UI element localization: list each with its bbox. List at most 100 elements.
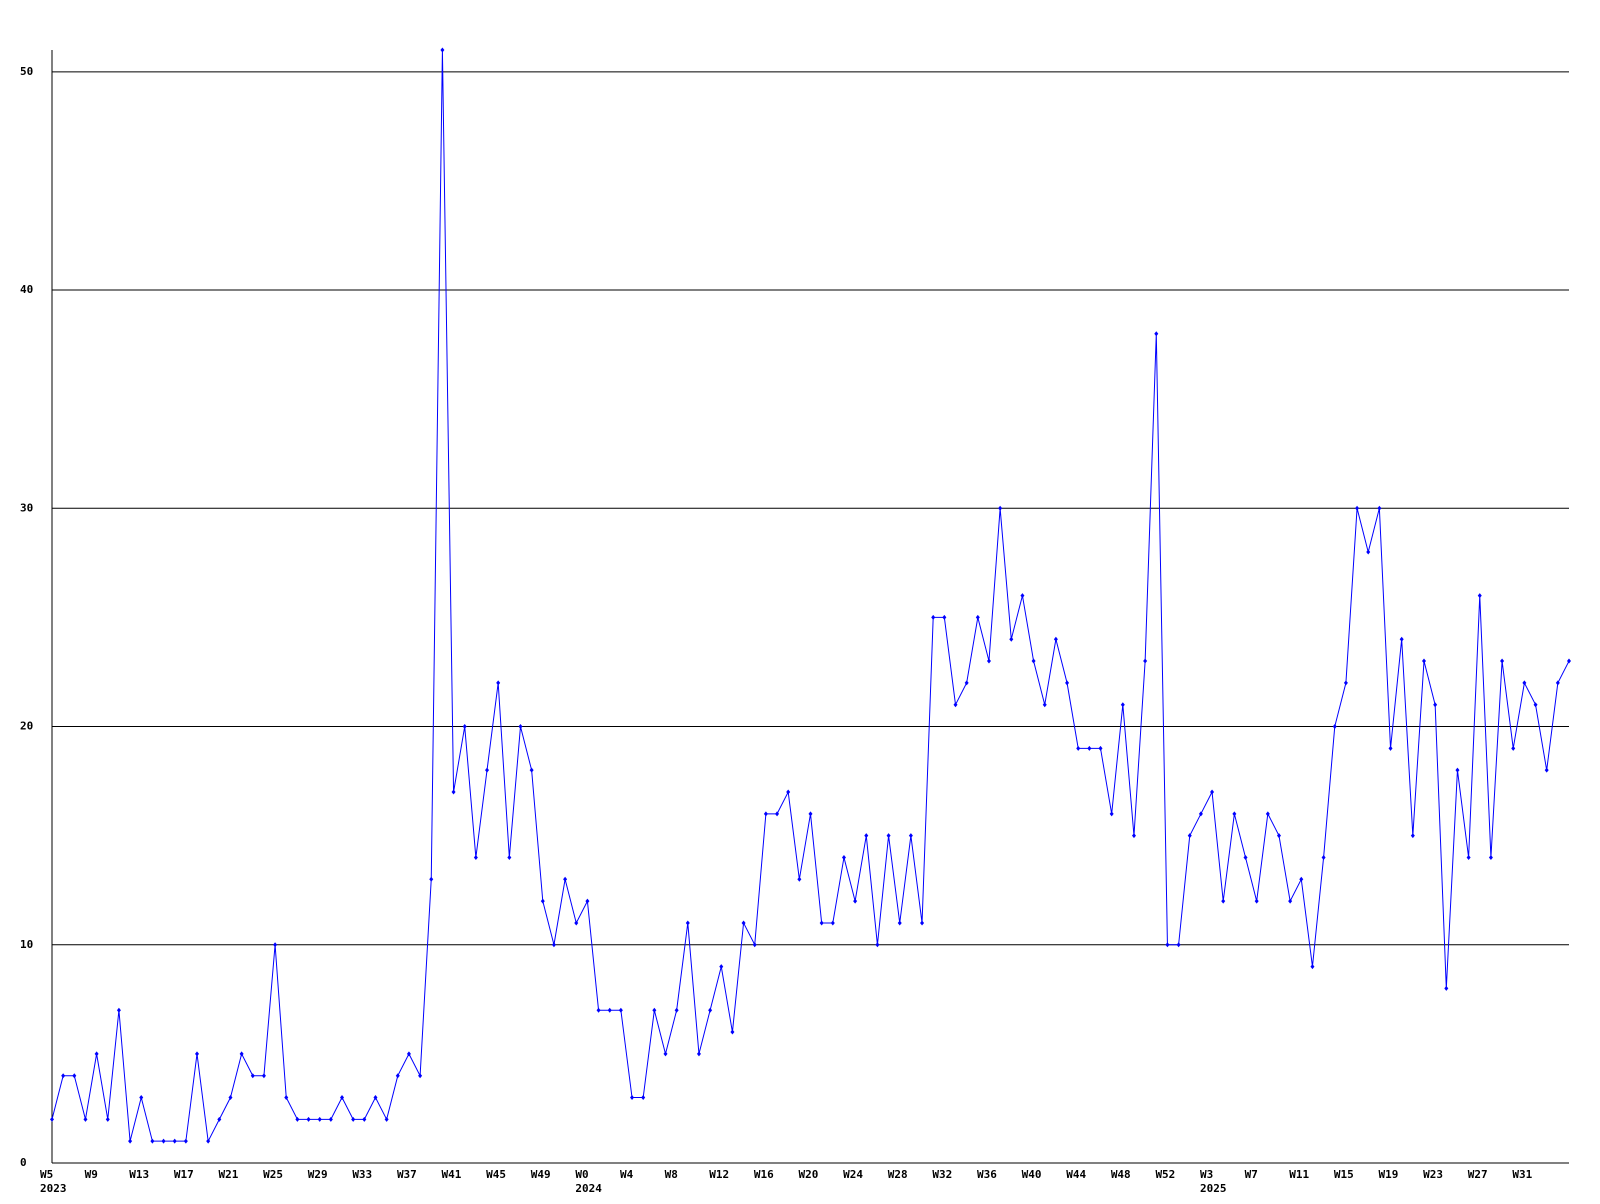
point-marker [920, 920, 925, 926]
x-tick-label: W16 [754, 1168, 774, 1181]
x-tick-label: W4 [620, 1168, 634, 1181]
point-marker [507, 854, 512, 860]
point-marker [1433, 702, 1438, 708]
x-tick-label: W28 [888, 1168, 908, 1181]
x-tick-label: W20 [799, 1168, 819, 1181]
point-marker [1143, 658, 1148, 664]
point-marker [529, 767, 534, 773]
point-marker [1165, 942, 1170, 948]
point-marker [1243, 854, 1248, 860]
point-marker [1042, 702, 1047, 708]
x-tick-label: W23 [1423, 1168, 1443, 1181]
point-marker [752, 942, 757, 948]
point-marker [607, 1007, 612, 1013]
point-marker [1120, 702, 1125, 708]
point-marker [986, 658, 991, 664]
point-marker [1466, 854, 1471, 860]
x-tick-label: W33 [352, 1168, 372, 1181]
point-marker [1210, 789, 1215, 795]
x-tick-label: W41 [442, 1168, 462, 1181]
point-marker [797, 876, 802, 882]
y-tick-label: 0 [20, 1156, 27, 1169]
x-tick-label: W17 [174, 1168, 194, 1181]
point-marker [763, 811, 768, 817]
point-marker [685, 920, 690, 926]
point-marker [128, 1138, 133, 1144]
point-marker [518, 724, 523, 730]
point-marker [953, 702, 958, 708]
point-marker [1098, 745, 1103, 751]
point-marker [1053, 636, 1058, 642]
x-tick-label: W9 [85, 1168, 98, 1181]
x-tick-label: W8 [665, 1168, 678, 1181]
point-marker [1154, 331, 1159, 337]
point-marker [83, 1116, 88, 1122]
point-marker [1232, 811, 1237, 817]
point-marker [1321, 854, 1326, 860]
point-marker [183, 1138, 188, 1144]
x-tick-label: W36 [977, 1168, 997, 1181]
x-tick-label: W40 [1022, 1168, 1042, 1181]
point-marker [295, 1116, 300, 1122]
point-marker [875, 942, 880, 948]
point-marker [1176, 942, 1181, 948]
point-marker [473, 854, 478, 860]
point-marker [116, 1007, 121, 1013]
point-marker [50, 1116, 54, 1122]
x-year-label: 2023 [40, 1182, 67, 1195]
x-tick-label: W37 [397, 1168, 417, 1181]
point-marker [998, 505, 1003, 511]
x-tick-label: W31 [1512, 1168, 1532, 1181]
point-marker [306, 1116, 311, 1122]
point-marker [496, 680, 501, 686]
point-marker [94, 1051, 99, 1057]
point-marker [1076, 745, 1081, 751]
point-marker [908, 833, 913, 839]
point-marker [1065, 680, 1070, 686]
y-tick-label: 50 [20, 65, 33, 78]
point-marker [1444, 985, 1449, 991]
point-marker [741, 920, 746, 926]
x-tick-label: W21 [218, 1168, 238, 1181]
point-marker [897, 920, 902, 926]
point-marker [551, 942, 556, 948]
x-tick-label: W15 [1334, 1168, 1354, 1181]
point-marker [1131, 833, 1136, 839]
point-marker [485, 767, 490, 773]
x-tick-label: W11 [1289, 1168, 1309, 1181]
point-marker [1009, 636, 1014, 642]
point-marker [819, 920, 824, 926]
point-marker [563, 876, 568, 882]
point-marker [1455, 767, 1460, 773]
x-tick-label: W29 [308, 1168, 328, 1181]
point-marker [261, 1073, 266, 1079]
point-marker [674, 1007, 679, 1013]
point-marker [462, 724, 467, 730]
point-marker [1221, 898, 1226, 904]
x-tick-label: W32 [932, 1168, 952, 1181]
point-marker [1544, 767, 1549, 773]
point-marker [1332, 724, 1337, 730]
x-tick-label: W25 [263, 1168, 283, 1181]
x-tick-label: W52 [1155, 1168, 1175, 1181]
point-marker [340, 1095, 345, 1101]
x-tick-label: W5 [40, 1168, 53, 1181]
point-marker [1265, 811, 1270, 817]
point-marker [1533, 702, 1538, 708]
point-marker [284, 1095, 289, 1101]
point-marker [1388, 745, 1393, 751]
point-marker [975, 614, 980, 620]
point-marker [1477, 593, 1482, 599]
point-marker [618, 1007, 623, 1013]
point-marker [373, 1095, 378, 1101]
point-marker [1020, 593, 1025, 599]
point-marker [328, 1116, 333, 1122]
point-marker [1276, 833, 1281, 839]
point-marker [1031, 658, 1036, 664]
point-marker [931, 614, 936, 620]
point-marker [596, 1007, 601, 1013]
point-marker [864, 833, 869, 839]
point-marker [641, 1095, 646, 1101]
point-marker [1343, 680, 1348, 686]
